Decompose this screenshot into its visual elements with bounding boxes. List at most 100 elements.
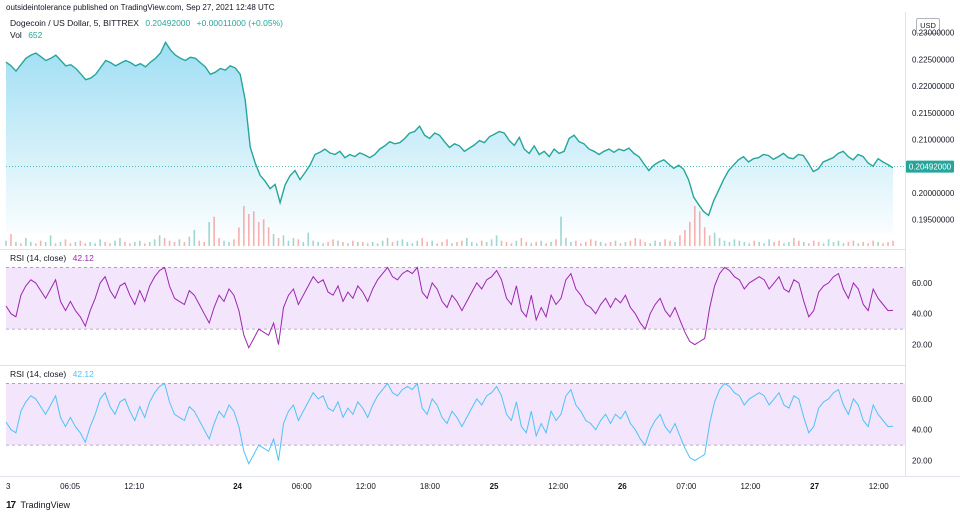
volume-bar xyxy=(649,243,651,246)
rsi-1-legend: RSI (14, close) 42.12 xyxy=(10,253,94,263)
last-price-tag xyxy=(906,160,954,173)
time-tick-label: 18:00 xyxy=(420,482,441,491)
volume-bar xyxy=(689,222,691,246)
rsi-1-title: RSI (14, close) xyxy=(10,253,67,263)
volume-bar xyxy=(193,230,196,246)
volume-value: 652 xyxy=(28,30,43,40)
volume-bar xyxy=(163,238,166,246)
volume-bar xyxy=(817,242,820,246)
volume-bar xyxy=(758,242,761,246)
volume-bar xyxy=(674,242,676,246)
time-tick-label: 27 xyxy=(810,482,819,491)
volume-bar xyxy=(798,240,800,246)
volume-bar xyxy=(862,242,865,246)
tradingview-logo: 17 TradingView xyxy=(6,500,70,511)
time-tick-label: 3 xyxy=(6,482,11,491)
volume-bar xyxy=(500,240,503,246)
volume-bar xyxy=(753,240,756,246)
rsi-2-band xyxy=(6,383,905,446)
volume-bar xyxy=(257,222,260,246)
volume-bar xyxy=(441,242,443,246)
volume-bar xyxy=(768,239,770,246)
volume-bar xyxy=(485,242,488,246)
volume-bar xyxy=(456,242,458,246)
volume-bar xyxy=(277,238,280,246)
volume-bar xyxy=(733,239,736,246)
volume-bar xyxy=(352,240,354,246)
volume-bar xyxy=(347,243,349,246)
volume-bar xyxy=(614,240,617,246)
volume-bar xyxy=(743,242,746,246)
volume-bar xyxy=(728,242,731,246)
volume-bar xyxy=(183,242,186,246)
volume-bar xyxy=(783,243,785,246)
time-tick-label: 12:00 xyxy=(356,482,377,491)
volume-bar xyxy=(317,242,319,246)
volume-bar xyxy=(89,242,92,246)
volume-bar xyxy=(505,242,508,246)
volume-bar xyxy=(198,240,201,246)
rsi-2-legend: RSI (14, close) 42.12 xyxy=(10,369,94,379)
volume-bar xyxy=(659,242,661,246)
volume-bar xyxy=(262,219,265,246)
volume-bar xyxy=(20,243,22,246)
volume-bar xyxy=(357,242,359,246)
volume-bar xyxy=(872,240,874,246)
volume-bar xyxy=(411,243,414,246)
tradingview-mark-icon: 17 xyxy=(6,500,16,511)
symbol-title: Dogecoin / US Dollar, 5, BITTREX xyxy=(10,18,139,28)
volume-bar xyxy=(867,243,870,246)
volume-bar xyxy=(684,230,686,246)
volume-bar xyxy=(134,242,136,246)
volume-bar xyxy=(99,239,101,246)
volume-bar xyxy=(857,243,860,246)
volume-bar xyxy=(470,242,473,246)
volume-bar xyxy=(773,242,775,246)
price-tick-label: 0.21500000 xyxy=(912,109,955,118)
volume-bar xyxy=(391,242,394,246)
volume-bar xyxy=(158,235,161,246)
currency-button[interactable]: USD xyxy=(916,18,940,34)
volume-bar xyxy=(540,240,542,246)
time-tick-label: 25 xyxy=(490,482,499,491)
volume-bar xyxy=(580,243,582,246)
volume-bar xyxy=(129,243,131,246)
volume-bar xyxy=(644,242,647,246)
volume-bar xyxy=(654,240,656,246)
volume-bar xyxy=(550,242,552,246)
volume-bar xyxy=(451,243,453,246)
volume-bar xyxy=(822,243,825,246)
volume-bar xyxy=(495,235,498,246)
volume-bar xyxy=(282,235,285,246)
volume-bar xyxy=(337,240,339,246)
volume-bar xyxy=(381,240,384,246)
volume-bar xyxy=(708,235,711,246)
volume-bar xyxy=(793,238,795,246)
volume-bar xyxy=(153,239,156,246)
volume-bar xyxy=(575,240,577,246)
volume-bar xyxy=(59,242,62,246)
volume-bar xyxy=(223,240,225,246)
volume-bar xyxy=(44,242,47,246)
volume-bar xyxy=(480,240,483,246)
volume-bar xyxy=(15,242,17,246)
volume-bar xyxy=(882,243,884,246)
volume-bar xyxy=(74,242,77,246)
volume-bar xyxy=(461,240,463,246)
volume-bar xyxy=(94,243,96,246)
volume-bar xyxy=(852,240,855,246)
volume-bar xyxy=(421,238,424,246)
volume-bar xyxy=(703,227,706,246)
rsi-2-tick-label: 60.00 xyxy=(912,395,933,404)
volume-bar xyxy=(213,216,215,246)
volume-bar xyxy=(738,240,741,246)
time-tick-label: 24 xyxy=(233,482,242,491)
volume-bar xyxy=(594,240,597,246)
volume-bar xyxy=(584,242,587,246)
volume-bar xyxy=(525,242,528,246)
volume-bar xyxy=(29,242,32,246)
price-tick-label: 0.20000000 xyxy=(912,189,955,198)
volume-bar xyxy=(589,239,592,246)
volume-bar xyxy=(208,222,210,246)
